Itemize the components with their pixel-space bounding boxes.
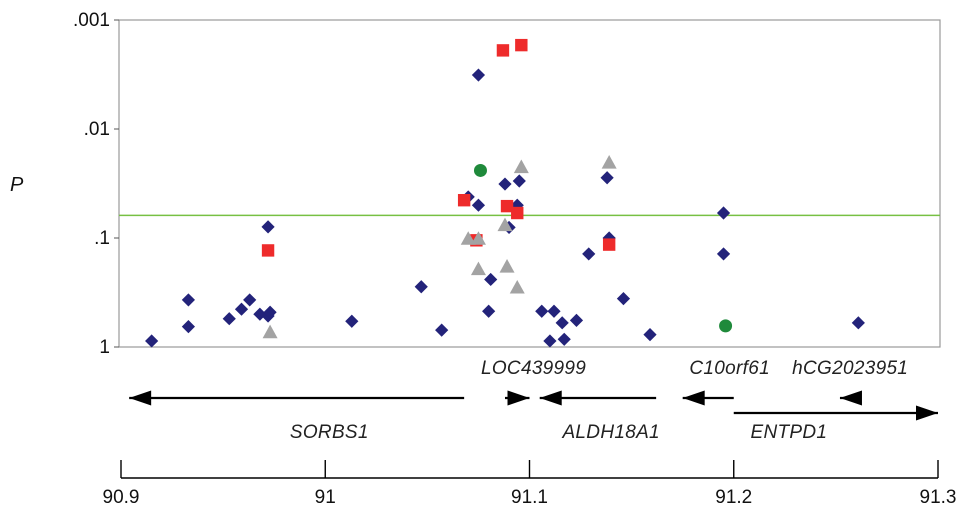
- data-point-diamond: [535, 304, 549, 318]
- data-point-diamond: [263, 305, 277, 319]
- data-point-square: [511, 206, 524, 220]
- y-tick-label: 1: [99, 337, 110, 358]
- data-point-diamond: [222, 312, 236, 326]
- gene-arrowhead: [507, 390, 530, 406]
- data-point-diamond: [484, 272, 498, 287]
- data-points: [145, 38, 865, 348]
- x-tick-label: 91.2: [715, 487, 752, 508]
- data-point-diamond: [435, 323, 449, 337]
- gene-arrowhead: [916, 405, 938, 421]
- gene-label: SORBS1: [290, 422, 369, 443]
- gene-track: SORBS1 LOC439999 ALDH18A1 C10orf61 hCG202395…: [129, 358, 938, 443]
- data-point-square: [515, 38, 528, 52]
- data-point-diamond: [243, 293, 257, 307]
- data-point-diamond: [557, 332, 571, 346]
- x-tick-label: 91.3: [920, 487, 957, 508]
- data-point-diamond: [543, 334, 557, 348]
- data-point-diamond: [498, 177, 512, 191]
- data-point-triangle: [601, 155, 617, 169]
- data-point-triangle: [497, 217, 513, 232]
- data-point-circle: [473, 163, 487, 177]
- data-point-square: [496, 44, 510, 57]
- data-point-diamond: [345, 314, 359, 328]
- data-point-triangle: [470, 231, 486, 245]
- y-tick-label: .1: [94, 228, 110, 249]
- gene-label: LOC439999: [481, 358, 586, 379]
- data-point-diamond: [569, 313, 584, 327]
- data-point-diamond: [716, 206, 731, 220]
- gene-label: ALDH18A1: [561, 422, 659, 443]
- y-tick-label: .01: [84, 119, 110, 140]
- data-point-diamond: [471, 68, 486, 82]
- data-point-diamond: [482, 304, 496, 318]
- y-axis-title: P: [10, 174, 24, 196]
- data-point-diamond: [547, 304, 561, 318]
- data-point-diamond: [414, 280, 428, 294]
- data-point-square: [500, 199, 514, 213]
- data-point-diamond: [145, 334, 159, 348]
- y-axis-ticks: .001 .01 .1 1: [73, 10, 119, 358]
- data-point-square: [457, 194, 471, 207]
- data-point-diamond: [471, 198, 486, 212]
- data-point-diamond: [555, 316, 569, 330]
- gene-label: C10orf61: [689, 358, 770, 379]
- data-point-diamond: [616, 292, 631, 306]
- data-point-triangle: [499, 259, 515, 273]
- gene-arrowhead: [129, 390, 152, 406]
- plot-frame: [118, 19, 941, 348]
- gene-arrowhead: [539, 390, 562, 406]
- data-point-triangle: [470, 261, 486, 276]
- gene-arrowhead: [682, 390, 705, 406]
- data-point-diamond: [851, 316, 865, 330]
- x-tick-label: 90.9: [103, 487, 140, 508]
- data-point-diamond: [181, 293, 196, 307]
- data-point-diamond: [716, 247, 731, 261]
- data-point-triangle: [509, 279, 525, 294]
- data-point-diamond: [234, 302, 249, 316]
- gene-arrowhead: [839, 390, 862, 406]
- x-tick-label: 91: [315, 487, 336, 508]
- data-point-diamond: [512, 174, 526, 188]
- x-axis: 90.9 91 91.1 91.2 91.3: [103, 460, 957, 508]
- data-point-square: [602, 238, 616, 251]
- data-point-circle: [719, 319, 733, 333]
- gene-label: hCG2023951: [792, 358, 908, 379]
- data-point-square: [261, 244, 275, 257]
- gene-label: ENTPD1: [751, 422, 828, 443]
- data-point-diamond: [600, 171, 614, 185]
- data-point-diamond: [181, 320, 196, 334]
- data-point-diamond: [261, 220, 275, 234]
- x-tick-label: 91.1: [511, 487, 548, 508]
- y-tick-label: .001: [73, 10, 110, 31]
- data-point-triangle: [513, 159, 529, 174]
- data-point-diamond: [582, 247, 596, 261]
- data-point-diamond: [643, 328, 657, 342]
- data-point-triangle: [262, 324, 278, 339]
- data-point-triangle: [460, 231, 476, 245]
